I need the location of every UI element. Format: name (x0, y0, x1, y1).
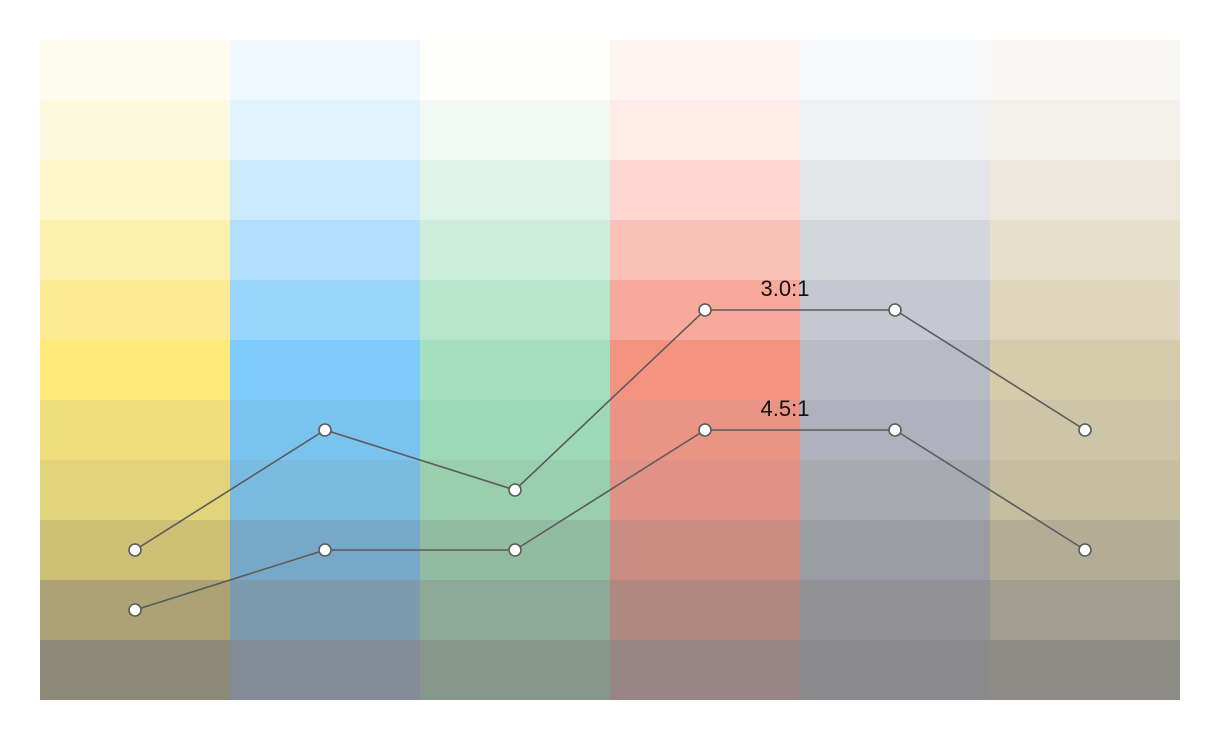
swatch-blue-9 (230, 580, 420, 640)
swatch-green-3 (420, 220, 610, 280)
swatch-gray-4 (800, 280, 990, 340)
swatch-red-0 (610, 40, 800, 100)
swatch-red-6 (610, 400, 800, 460)
swatch-gray-0 (800, 40, 990, 100)
swatch-gray-8 (800, 520, 990, 580)
swatch-yellow-0 (40, 40, 230, 100)
swatch-red-7 (610, 460, 800, 520)
palette-column-yellow (40, 40, 230, 700)
swatch-red-2 (610, 160, 800, 220)
swatch-yellow-3 (40, 220, 230, 280)
swatch-gray-2 (800, 160, 990, 220)
swatch-green-2 (420, 160, 610, 220)
swatch-gray-7 (800, 460, 990, 520)
swatch-red-4 (610, 280, 800, 340)
swatch-gray-1 (800, 100, 990, 160)
swatch-tan-9 (990, 580, 1180, 640)
swatch-red-9 (610, 580, 800, 640)
swatch-blue-0 (230, 40, 420, 100)
palette-column-blue (230, 40, 420, 700)
swatch-blue-5 (230, 340, 420, 400)
swatch-green-9 (420, 580, 610, 640)
swatch-red-3 (610, 220, 800, 280)
swatch-tan-3 (990, 220, 1180, 280)
swatch-green-6 (420, 400, 610, 460)
swatch-red-1 (610, 100, 800, 160)
swatch-yellow-5 (40, 340, 230, 400)
swatch-yellow-8 (40, 520, 230, 580)
swatch-green-7 (420, 460, 610, 520)
swatch-green-1 (420, 100, 610, 160)
swatch-blue-10 (230, 640, 420, 700)
swatch-gray-9 (800, 580, 990, 640)
swatch-blue-7 (230, 460, 420, 520)
swatch-yellow-10 (40, 640, 230, 700)
swatch-green-0 (420, 40, 610, 100)
swatch-blue-2 (230, 160, 420, 220)
swatch-yellow-6 (40, 400, 230, 460)
swatch-tan-0 (990, 40, 1180, 100)
swatch-green-4 (420, 280, 610, 340)
swatch-gray-10 (800, 640, 990, 700)
swatch-blue-4 (230, 280, 420, 340)
swatch-yellow-4 (40, 280, 230, 340)
swatch-gray-5 (800, 340, 990, 400)
swatch-green-8 (420, 520, 610, 580)
swatch-yellow-9 (40, 580, 230, 640)
palette-column-red (610, 40, 800, 700)
swatch-red-10 (610, 640, 800, 700)
swatch-tan-8 (990, 520, 1180, 580)
swatch-tan-2 (990, 160, 1180, 220)
swatch-gray-6 (800, 400, 990, 460)
swatch-tan-7 (990, 460, 1180, 520)
swatch-red-8 (610, 520, 800, 580)
swatch-blue-1 (230, 100, 420, 160)
swatch-tan-5 (990, 340, 1180, 400)
swatch-blue-8 (230, 520, 420, 580)
swatch-gray-3 (800, 220, 990, 280)
swatch-blue-6 (230, 400, 420, 460)
swatch-yellow-2 (40, 160, 230, 220)
swatch-yellow-7 (40, 460, 230, 520)
palette-column-gray (800, 40, 990, 700)
palette-column-tan (990, 40, 1180, 700)
palette-column-green (420, 40, 610, 700)
swatch-tan-1 (990, 100, 1180, 160)
swatch-tan-6 (990, 400, 1180, 460)
swatch-green-5 (420, 340, 610, 400)
swatch-green-10 (420, 640, 610, 700)
swatch-blue-3 (230, 220, 420, 280)
swatch-tan-4 (990, 280, 1180, 340)
swatch-tan-10 (990, 640, 1180, 700)
swatch-red-5 (610, 340, 800, 400)
color-palette-grid (40, 40, 1180, 700)
swatch-yellow-1 (40, 100, 230, 160)
